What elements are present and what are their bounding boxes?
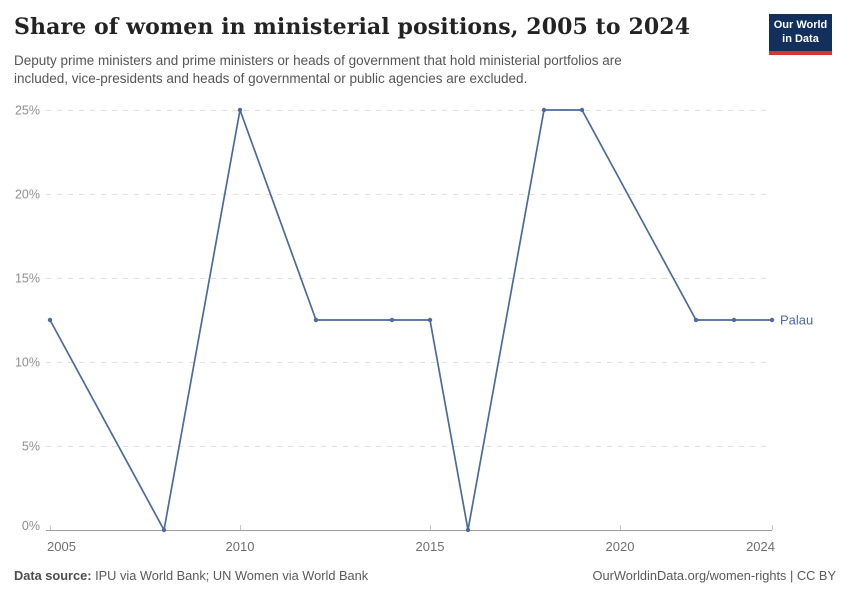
- chart-subtitle: Deputy prime ministers and prime ministe…: [14, 53, 622, 86]
- x-axis-labels: 2005 2010 2015 2020 2024: [47, 539, 775, 554]
- data-point-marker: [769, 317, 775, 323]
- x-tick-label: 2024: [746, 539, 775, 554]
- series-end-label: Palau: [780, 313, 813, 328]
- data-point-marker: [579, 107, 585, 113]
- data-point-marker: [237, 107, 243, 113]
- chart-footer: Data source: IPU via World Bank; UN Wome…: [14, 568, 836, 583]
- data-point-marker: [389, 317, 395, 323]
- x-tick-label: 2015: [416, 539, 445, 554]
- owid-logo-line1: Our World: [773, 19, 828, 31]
- series-markers: [47, 107, 775, 533]
- owid-logo[interactable]: Our World in Data: [769, 14, 832, 55]
- x-tick-label: 2010: [226, 539, 255, 554]
- y-tick-label: 15%: [15, 272, 40, 286]
- series-line: [49, 109, 773, 531]
- owid-logo-line2: in Data: [782, 32, 819, 45]
- data-source-text: IPU via World Bank; UN Women via World B…: [91, 568, 369, 583]
- y-tick-label: 5%: [22, 440, 40, 454]
- owid-logo-accent-bar: [769, 50, 832, 55]
- data-point-marker: [541, 107, 547, 113]
- chart-title: Share of women in ministerial positions,…: [14, 14, 691, 40]
- owid-logo-text: Our World in Data: [769, 14, 832, 51]
- data-point-marker: [731, 317, 737, 323]
- data-point-marker: [313, 317, 319, 323]
- data-point-marker: [161, 527, 167, 533]
- x-tick-label: 2005: [47, 539, 76, 554]
- data-point-marker: [47, 317, 53, 323]
- owid-url-license-link[interactable]: OurWorldinData.org/women-rights | CC BY: [592, 568, 836, 583]
- y-tick-label: 25%: [15, 104, 40, 118]
- x-axis-ticks: [50, 525, 773, 530]
- data-point-marker: [693, 317, 699, 323]
- data-source-note: Data source: IPU via World Bank; UN Wome…: [14, 568, 368, 583]
- data-point-marker: [427, 317, 433, 323]
- data-source-label: Data source:: [14, 568, 92, 583]
- y-axis-labels: 0% 5% 10% 15% 20% 25%: [15, 104, 40, 534]
- y-tick-label: 20%: [15, 188, 40, 202]
- y-tick-label: 10%: [15, 356, 40, 370]
- y-gridlines: [46, 110, 772, 447]
- data-point-marker: [465, 527, 471, 533]
- y-tick-label: 0%: [22, 519, 40, 533]
- x-tick-label: 2020: [606, 539, 635, 554]
